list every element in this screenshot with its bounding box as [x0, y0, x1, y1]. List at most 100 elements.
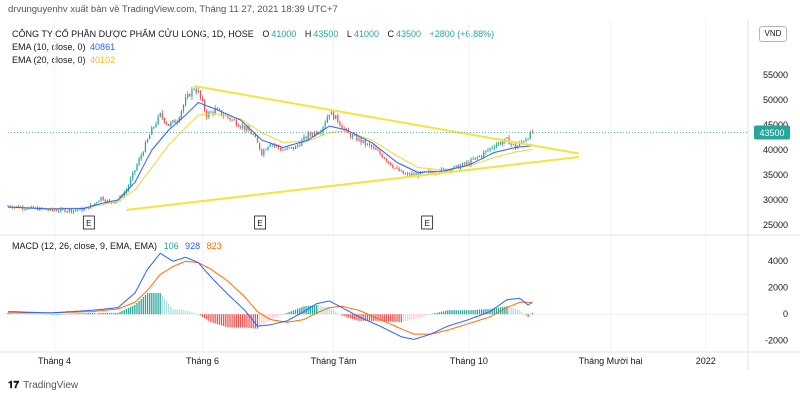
macd-histogram-bar — [66, 313, 68, 315]
candle-body — [132, 172, 134, 179]
candle-body — [455, 165, 457, 167]
macd-histogram-bar — [392, 314, 394, 322]
candle-body — [7, 206, 9, 207]
candle-body — [411, 173, 413, 176]
macd-line-value: 928 — [185, 241, 201, 251]
time-tick-label: Tháng 4 — [38, 356, 71, 366]
macd-histogram-bar — [468, 310, 470, 315]
macd-histogram-bar — [529, 314, 531, 315]
macd-histogram-bar — [261, 314, 263, 326]
macd-histogram-bar — [140, 299, 142, 315]
macd-histogram-bar — [390, 314, 392, 322]
macd-histogram-bar — [248, 314, 250, 328]
macd-histogram-bar — [77, 313, 79, 315]
candle-body — [60, 208, 62, 212]
macd-histogram-bar — [371, 314, 373, 321]
candle-body — [525, 139, 527, 142]
macd-histogram-bar — [301, 307, 303, 315]
macd-pane[interactable] — [7, 252, 748, 340]
macd-histogram-bar — [127, 307, 130, 315]
macd-histogram-bar — [493, 308, 495, 315]
candle-body — [394, 167, 396, 169]
macd-histogram-bar — [491, 308, 493, 315]
macd-histogram-bar — [311, 305, 314, 315]
price-tick-label: 35000 — [763, 170, 788, 180]
macd-histogram-bar — [512, 308, 514, 315]
macd-histogram-bar — [123, 309, 125, 315]
candle-body — [140, 155, 142, 159]
candle-body — [233, 119, 235, 121]
macd-histogram-bar — [62, 313, 64, 315]
candle-body — [244, 125, 246, 131]
macd-histogram-bar — [527, 314, 529, 317]
candle-body — [104, 200, 106, 202]
macd-histogram-bar — [265, 314, 267, 323]
tradingview-logo[interactable]: 𝟏𝟕 TradingView — [8, 380, 78, 391]
macd-histogram-bar — [7, 312, 9, 315]
macd-histogram-bar — [419, 314, 421, 318]
candle-body — [151, 127, 153, 135]
macd-histogram-bar — [218, 314, 221, 325]
macd-histogram-bar — [387, 314, 390, 322]
triangle-trendline — [193, 85, 580, 155]
candle-body — [307, 132, 309, 139]
macd-histogram-bar — [440, 311, 443, 315]
low-label: L — [346, 29, 352, 39]
last-price-badge — [754, 125, 790, 140]
macd-histogram-bar — [324, 306, 326, 315]
macd-histogram-bar — [170, 306, 172, 315]
axes: 25000300003500040000450005000055000-2000… — [38, 70, 790, 366]
candle-body — [521, 141, 523, 143]
candle-body — [30, 206, 32, 208]
macd-histogram-bar — [398, 314, 400, 323]
candle-body — [75, 210, 77, 211]
candle-body — [531, 131, 533, 133]
low-value: 41000 — [353, 29, 379, 39]
macd-histogram-bar — [70, 313, 73, 315]
candle-body — [115, 201, 117, 203]
candle-body — [172, 120, 174, 123]
macd-histogram-bar — [96, 312, 98, 315]
candle-body — [290, 147, 292, 148]
candle-body — [381, 154, 383, 158]
macd-histogram-bar — [421, 314, 424, 317]
candle-body — [261, 149, 263, 155]
candle-body — [514, 144, 517, 149]
macd-histogram-bar — [72, 313, 75, 315]
earnings-marker — [421, 215, 434, 230]
macd-histogram-bar — [286, 312, 288, 315]
macd-histogram-bar — [343, 314, 345, 317]
candle-body — [161, 113, 163, 118]
macd-histogram-bar — [184, 310, 187, 315]
macd-histogram-bar — [43, 314, 45, 315]
macd-histogram-bar — [22, 313, 24, 315]
candle-body — [70, 209, 73, 213]
candle-body — [404, 173, 407, 175]
candle-body — [461, 163, 464, 166]
candle-body — [83, 208, 85, 211]
candle-body — [313, 132, 316, 136]
macd-legend: MACD (12, 26, close, 9, EMA, EMA) 106 92… — [12, 241, 222, 251]
macd-histogram-bar — [383, 314, 385, 322]
macd-histogram-bar — [457, 310, 459, 315]
candle-body — [168, 123, 170, 126]
candle-body — [362, 140, 364, 143]
macd-histogram-bar — [438, 312, 440, 315]
macd-histogram-bar — [201, 314, 204, 317]
macd-histogram-bar — [318, 305, 320, 315]
macd-histogram-bar — [15, 313, 18, 315]
macd-histogram-bar — [119, 311, 121, 315]
macd-histogram-bar — [423, 314, 426, 317]
macd-histogram-bar — [303, 306, 305, 315]
macd-histogram-bar — [326, 307, 328, 315]
macd-histogram-bar — [453, 310, 455, 315]
macd-histogram-bar — [381, 314, 383, 321]
currency-button[interactable]: VND — [759, 26, 787, 42]
candle-body — [157, 116, 159, 125]
candle-body — [32, 206, 35, 209]
candle-body — [15, 206, 18, 208]
macd-histogram-bar — [85, 313, 87, 315]
macd-histogram-bar — [472, 309, 474, 315]
